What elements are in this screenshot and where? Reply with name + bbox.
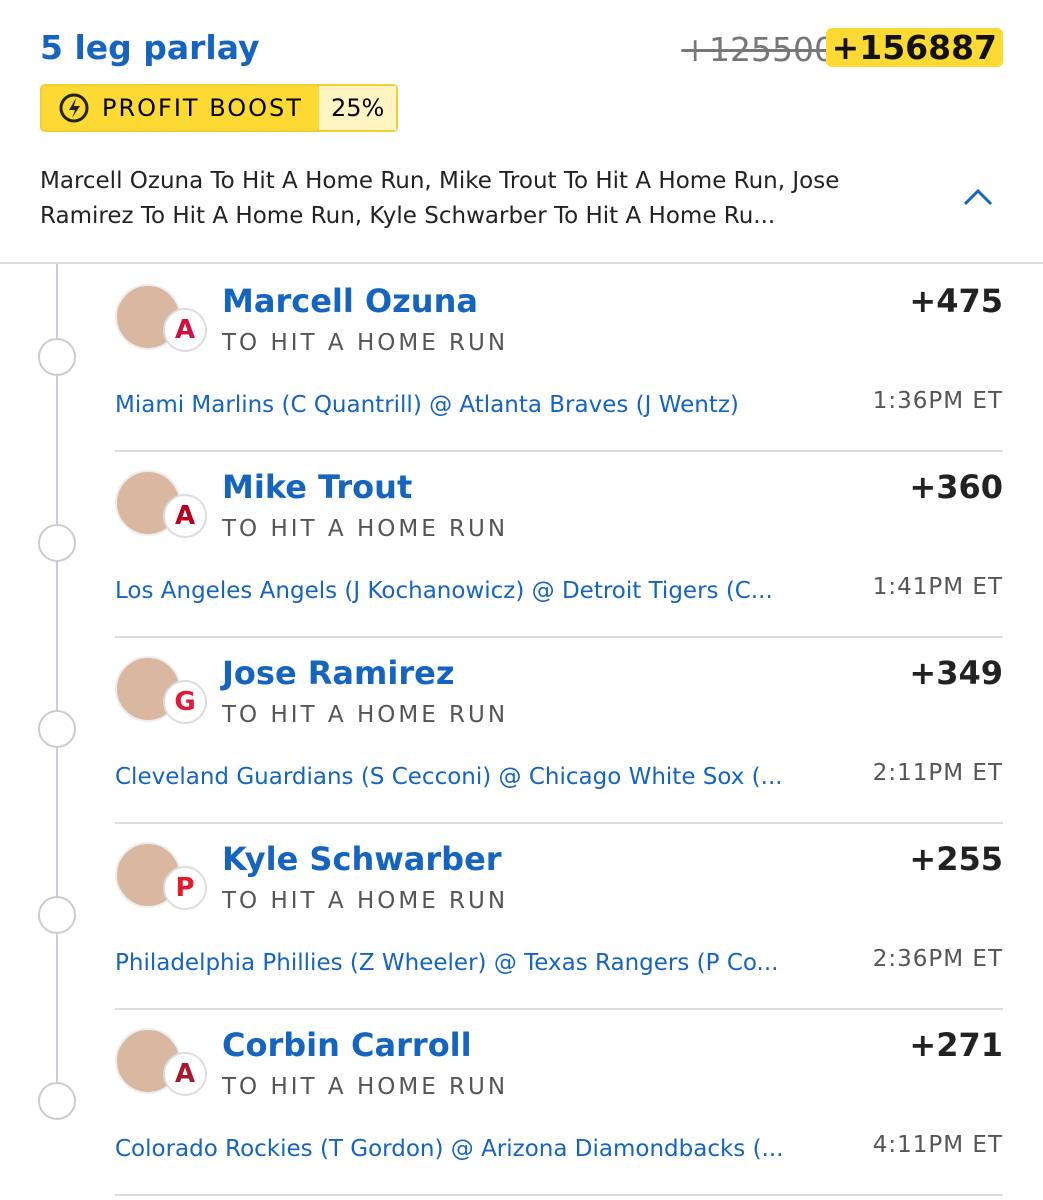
leg[interactable]: A Mike Trout TO HIT A HOME RUN +360 Los Ange…	[115, 450, 1003, 638]
market: TO HIT A HOME RUN	[222, 888, 509, 914]
new-odds: +156887	[825, 28, 1003, 67]
leg[interactable]: P Kyle Schwarber TO HIT A HOME RUN +255 Phil…	[115, 822, 1003, 1010]
game: Philadelphia Phillies (Z Wheeler) @ Texa…	[115, 950, 779, 976]
team-logo: G	[163, 680, 207, 724]
leg-odds: +360	[909, 468, 1003, 506]
team-logo: A	[163, 308, 207, 352]
divider	[0, 262, 1043, 264]
market: TO HIT A HOME RUN	[222, 1074, 509, 1100]
game-time: 2:36PM ET	[872, 946, 1003, 972]
leg-odds: +349	[909, 654, 1003, 692]
game-time: 1:41PM ET	[872, 574, 1003, 600]
game-time: 4:11PM ET	[872, 1132, 1003, 1158]
timeline-dot	[38, 338, 76, 376]
boost-pct: 25%	[318, 86, 397, 130]
game: Miami Marlins (C Quantrill) @ Atlanta Br…	[115, 392, 739, 418]
title: 5 leg parlay	[40, 28, 260, 67]
leg[interactable]: A Marcell Ozuna TO HIT A HOME RUN +475 Miami…	[115, 264, 1003, 452]
game: Cleveland Guardians (S Cecconi) @ Chicag…	[115, 764, 783, 790]
market: TO HIT A HOME RUN	[222, 516, 509, 542]
market: TO HIT A HOME RUN	[222, 330, 509, 356]
timeline-dot	[38, 524, 76, 562]
team-logo: A	[163, 494, 207, 538]
collapse-button[interactable]	[960, 186, 996, 210]
market: TO HIT A HOME RUN	[222, 702, 509, 728]
timeline-dot	[38, 710, 76, 748]
leg[interactable]: G Jose Ramirez TO HIT A HOME RUN +349 Clevel…	[115, 636, 1003, 824]
summary: Marcell Ozuna To Hit A Home Run, Mike Tr…	[40, 168, 840, 229]
boost-icon	[59, 93, 89, 123]
timeline	[56, 264, 58, 1114]
profit-boost: PROFIT BOOST 25%	[40, 84, 399, 132]
timeline-dot	[38, 1082, 76, 1120]
team-logo: P	[163, 866, 207, 910]
player-name: Mike Trout	[222, 468, 413, 506]
old-odds: +125500	[681, 30, 835, 69]
game-time: 1:36PM ET	[872, 388, 1003, 414]
game: Los Angeles Angels (J Kochanowicz) @ Det…	[115, 578, 773, 604]
leg[interactable]: A Corbin Carroll TO HIT A HOME RUN +271 Colo…	[115, 1008, 1003, 1196]
leg-odds: +271	[909, 1026, 1003, 1064]
leg-odds: +255	[909, 840, 1003, 878]
game-time: 2:11PM ET	[872, 760, 1003, 786]
player-name: Corbin Carroll	[222, 1026, 472, 1064]
player-name: Kyle Schwarber	[222, 840, 502, 878]
player-name: Marcell Ozuna	[222, 282, 478, 320]
team-logo: A	[163, 1052, 207, 1096]
boost-label: PROFIT BOOST	[102, 94, 303, 122]
timeline-dot	[38, 896, 76, 934]
leg-odds: +475	[909, 282, 1003, 320]
player-name: Jose Ramirez	[222, 654, 455, 692]
game: Colorado Rockies (T Gordon) @ Arizona Di…	[115, 1136, 784, 1162]
